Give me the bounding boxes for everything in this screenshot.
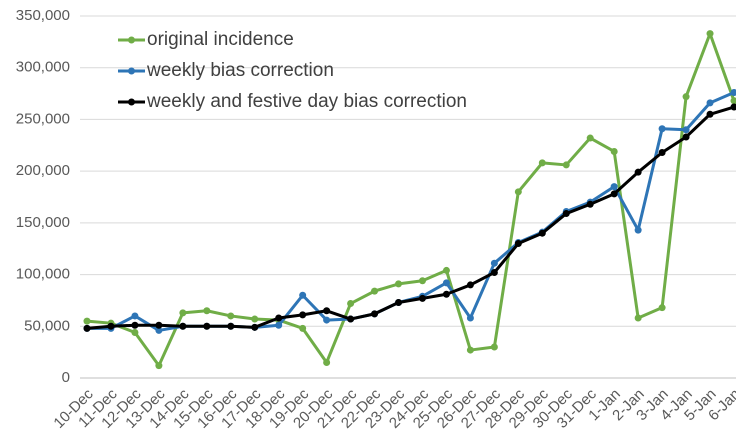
point: [466, 346, 474, 354]
point: [251, 315, 259, 323]
point: [442, 290, 450, 298]
point: [442, 266, 450, 274]
legend-label: weekly and festive day bias correction: [146, 91, 467, 112]
series-line: [86, 32, 736, 368]
legend-marker: [128, 67, 135, 75]
point: [299, 311, 307, 319]
point: [538, 159, 546, 167]
point: [323, 307, 331, 315]
point: [562, 210, 570, 218]
point: [203, 307, 211, 315]
point: [299, 291, 307, 299]
point: [275, 321, 283, 329]
point: [538, 229, 546, 237]
point: [323, 316, 331, 324]
legend-label: weekly bias correction: [146, 60, 334, 81]
point: [155, 362, 163, 370]
point: [275, 314, 283, 322]
y-tick-label: 150,000: [16, 214, 70, 231]
point: [634, 314, 642, 322]
point: [323, 358, 331, 366]
point: [418, 294, 426, 302]
point: [203, 322, 211, 330]
point: [706, 110, 714, 118]
point: [514, 188, 522, 196]
point: [610, 147, 618, 155]
point: [347, 300, 355, 308]
point: [682, 126, 690, 134]
point: [682, 133, 690, 141]
point: [490, 259, 498, 267]
point: [395, 280, 403, 288]
point: [155, 326, 163, 334]
legend-marker: [128, 98, 135, 106]
y-tick-label: 50,000: [24, 317, 70, 334]
point: [131, 328, 139, 336]
point: [706, 99, 714, 107]
point: [179, 322, 187, 330]
point: [466, 314, 474, 322]
point: [682, 93, 690, 101]
point: [155, 321, 163, 329]
series-line: [86, 105, 735, 330]
point: [610, 183, 618, 191]
point: [586, 200, 594, 208]
point: [586, 134, 594, 142]
point: [131, 321, 139, 329]
y-tick-label: 350,000: [16, 7, 70, 24]
point: [371, 310, 379, 318]
point: [371, 287, 379, 295]
point: [490, 269, 498, 277]
point: [299, 324, 307, 332]
point: [251, 323, 259, 331]
point: [706, 30, 714, 38]
point: [107, 322, 115, 330]
legend-marker: [128, 36, 135, 44]
point: [418, 277, 426, 285]
series-line: [87, 91, 735, 332]
point: [227, 322, 235, 330]
point: [83, 324, 91, 332]
y-tick-label: 250,000: [16, 110, 70, 127]
point: [658, 304, 666, 312]
point: [730, 97, 736, 105]
point: [634, 226, 642, 234]
y-tick-label: 300,000: [16, 59, 70, 76]
point: [466, 281, 474, 289]
point: [562, 161, 570, 169]
y-tick-label: 0: [62, 369, 70, 386]
point: [514, 240, 522, 248]
point: [227, 312, 235, 320]
point: [730, 103, 736, 111]
point: [490, 343, 498, 351]
y-tick-label: 200,000: [16, 162, 70, 179]
point: [634, 168, 642, 176]
point: [658, 125, 666, 133]
point: [83, 317, 91, 325]
point: [179, 309, 187, 317]
point: [395, 298, 403, 306]
legend-label: original incidence: [147, 29, 294, 50]
point: [658, 149, 666, 157]
point: [442, 279, 450, 287]
y-tick-label: 100,000: [16, 266, 70, 283]
point: [610, 190, 618, 198]
point: [131, 312, 139, 320]
point: [347, 315, 355, 323]
point: [730, 89, 736, 97]
